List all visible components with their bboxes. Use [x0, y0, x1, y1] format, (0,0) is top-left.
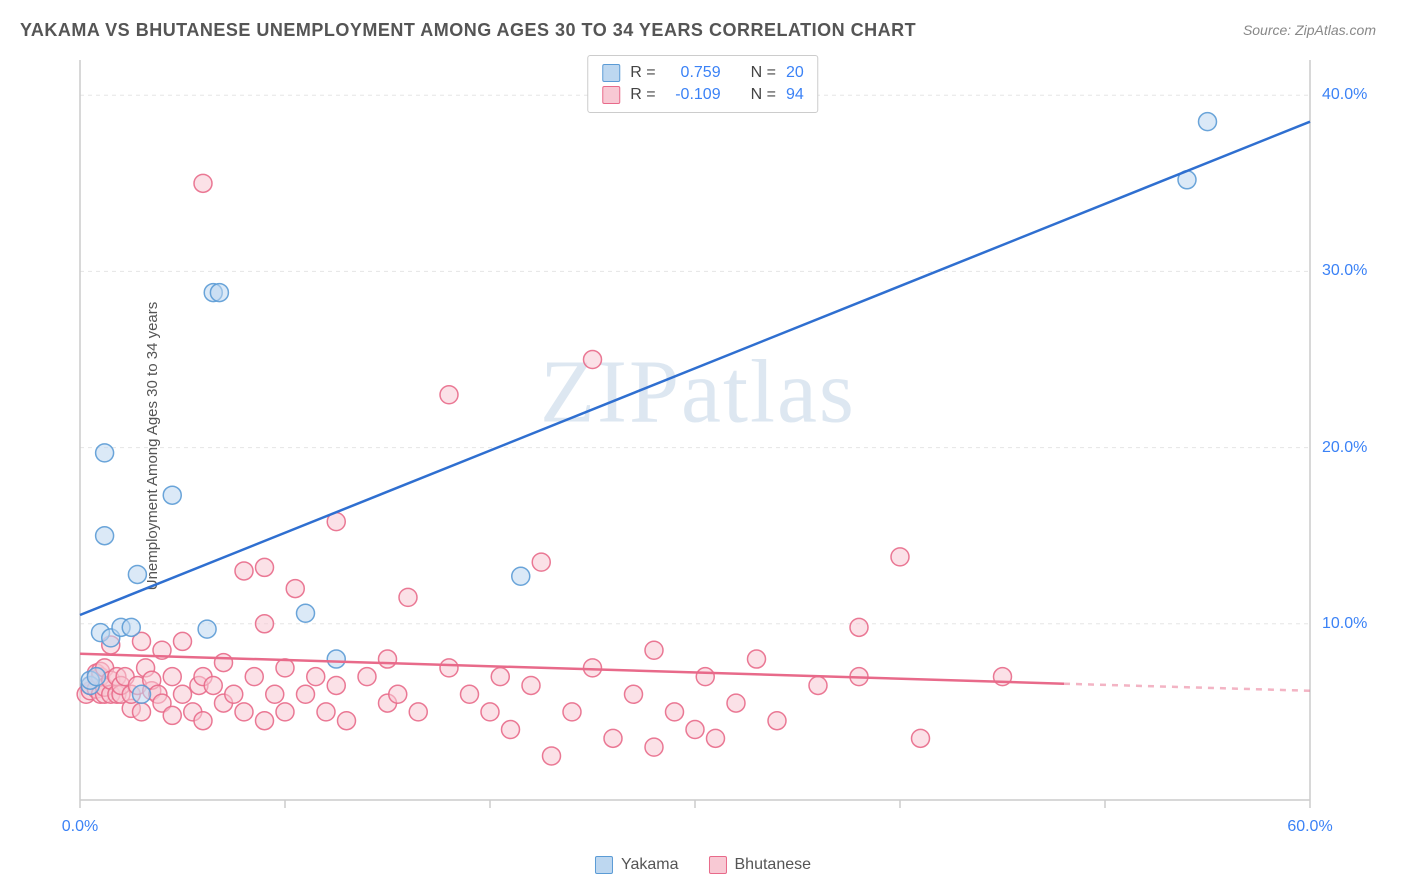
x-tick-label: 60.0%: [1287, 818, 1332, 836]
r-label: R =: [630, 64, 655, 82]
r-value-yakama: 0.759: [666, 64, 721, 82]
y-tick-label: 10.0%: [1322, 615, 1360, 633]
n-label: N =: [751, 86, 776, 104]
y-tick-label: 40.0%: [1322, 86, 1360, 104]
y-tick-label: 20.0%: [1322, 439, 1360, 457]
n-value-bhutanese: 94: [786, 86, 804, 104]
stats-legend: R = 0.759 N = 20 R = -0.109 N = 94: [587, 55, 818, 113]
r-label: R =: [630, 86, 655, 104]
x-tick-label: 0.0%: [62, 818, 98, 836]
legend-label-bhutanese: Bhutanese: [735, 856, 812, 874]
stats-row-bhutanese: R = -0.109 N = 94: [602, 84, 803, 106]
series-legend: Yakama Bhutanese: [595, 856, 811, 874]
legend-item-bhutanese: Bhutanese: [709, 856, 812, 874]
scatter-plot: [50, 60, 1346, 832]
source-attribution: Source: ZipAtlas.com: [1243, 22, 1376, 38]
swatch-bhutanese: [602, 86, 620, 104]
chart-area: ZIPatlas 10.0%20.0%30.0%40.0%0.0%60.0%: [50, 60, 1346, 832]
legend-label-yakama: Yakama: [621, 856, 679, 874]
y-tick-label: 30.0%: [1322, 262, 1360, 280]
chart-title: YAKAMA VS BHUTANESE UNEMPLOYMENT AMONG A…: [20, 20, 916, 41]
swatch-yakama: [595, 856, 613, 874]
stats-row-yakama: R = 0.759 N = 20: [602, 62, 803, 84]
swatch-bhutanese: [709, 856, 727, 874]
legend-item-yakama: Yakama: [595, 856, 679, 874]
swatch-yakama: [602, 64, 620, 82]
n-value-yakama: 20: [786, 64, 804, 82]
r-value-bhutanese: -0.109: [666, 86, 721, 104]
n-label: N =: [751, 64, 776, 82]
